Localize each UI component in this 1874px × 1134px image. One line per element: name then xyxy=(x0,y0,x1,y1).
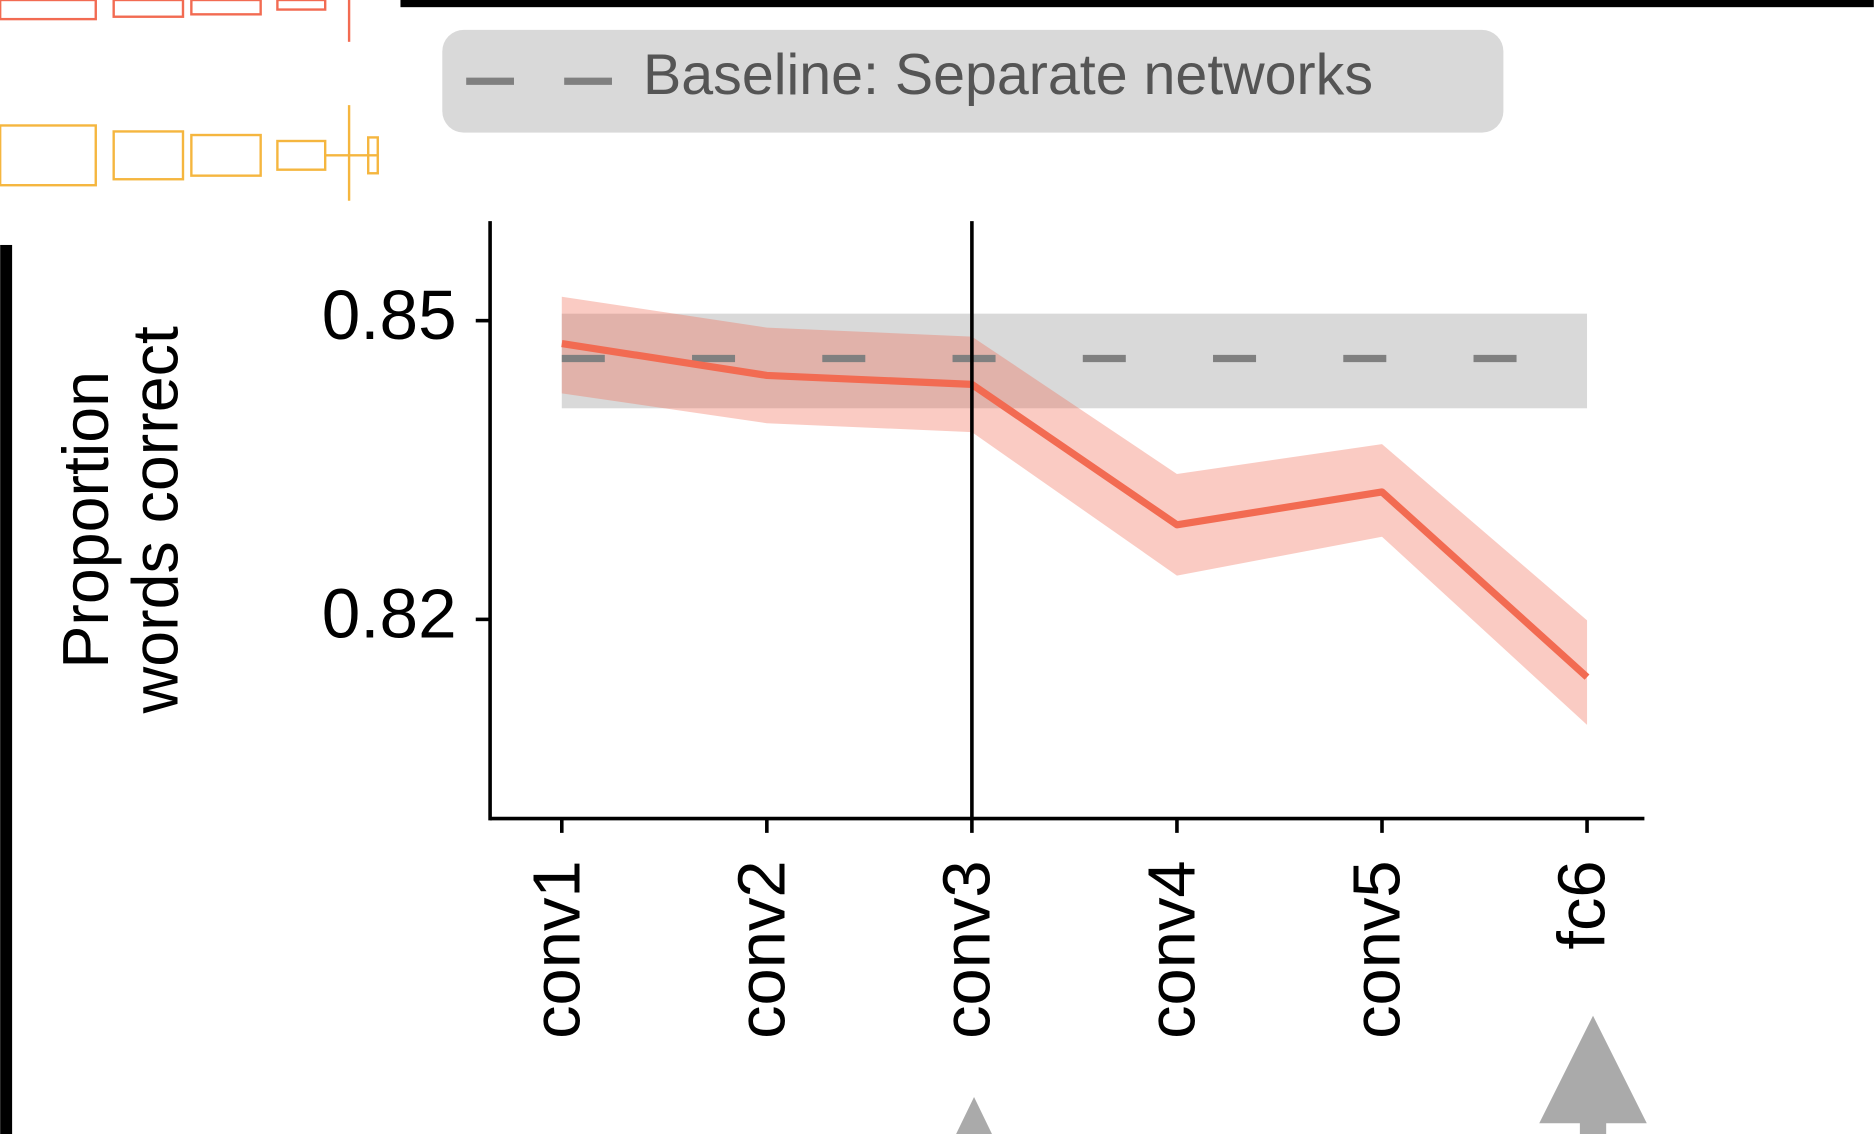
x-tick-label: conv1 xyxy=(519,860,594,1039)
legend-label: Baseline: Separate networks xyxy=(643,43,1373,107)
x-tick-label: conv4 xyxy=(1135,860,1210,1039)
y-tick-label: 0.82 xyxy=(322,575,457,653)
x-tick-label: fc6 xyxy=(1545,860,1620,949)
arrow xyxy=(956,1097,992,1134)
arrow xyxy=(1539,1016,1647,1124)
y-axis-label: words correct xyxy=(119,326,191,714)
page: {"chart_data": {"type": "line", "ylabel"… xyxy=(0,0,1874,1134)
chart: 0.82 0.85 conv1 conv2 conv3 conv4 conv5 fc6 Prop… xyxy=(0,0,1874,1134)
y-axis-label: Proportion xyxy=(50,371,122,669)
x-tick-label: conv2 xyxy=(725,860,800,1039)
frame-edge xyxy=(400,0,1873,7)
x-tick-label: conv5 xyxy=(1340,860,1415,1039)
x-tick-label: conv3 xyxy=(930,860,1005,1039)
arrow xyxy=(1580,1121,1606,1134)
network-icon xyxy=(0,0,349,42)
y-tick-label: 0.85 xyxy=(322,276,457,354)
network-icon xyxy=(0,105,378,201)
frame-edge xyxy=(0,245,12,1134)
